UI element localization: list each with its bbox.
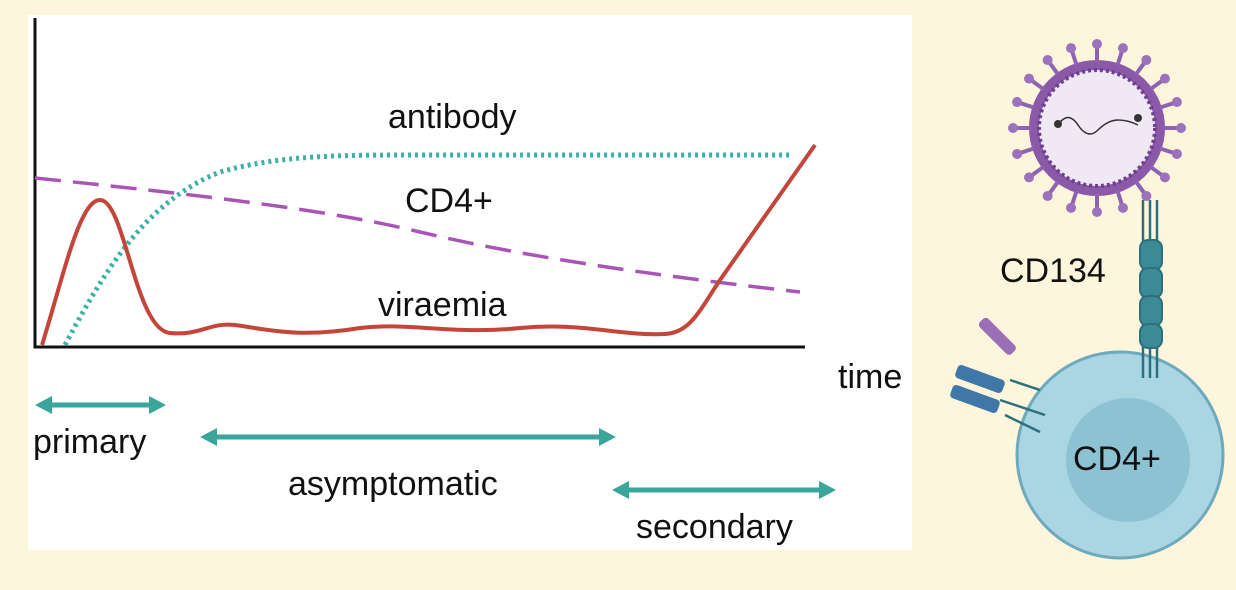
antibody-label: antibody — [388, 98, 517, 136]
virus-enzyme — [1054, 120, 1062, 128]
antibody-curve — [62, 152, 790, 347]
cell-label: CD4+ — [1073, 440, 1161, 478]
virus-spike-head — [1171, 97, 1182, 108]
virus-spike-head — [1171, 148, 1182, 159]
virus-spike-head — [1042, 190, 1053, 201]
virus-spike-head — [1117, 202, 1128, 213]
x-axis-label: time — [838, 358, 902, 396]
virus-spike-head — [1012, 148, 1023, 159]
virus-spike-head — [1092, 39, 1102, 49]
axes — [33, 18, 805, 349]
virus-spike-head — [1008, 123, 1018, 133]
cd134-receptor — [1139, 239, 1163, 349]
virus-enzyme — [1134, 114, 1142, 122]
virus-spike-head — [1141, 190, 1152, 201]
phase-label: primary — [33, 423, 146, 461]
virus-spike-head — [1042, 55, 1053, 66]
phase-label: asymptomatic — [288, 465, 498, 503]
plot-panel — [28, 15, 912, 550]
virus-spike-head — [1024, 73, 1035, 84]
virus-spike-head — [1024, 172, 1035, 183]
receptor-label: CD134 — [1000, 252, 1106, 290]
virus-spike-head — [1092, 207, 1102, 217]
side-receptors — [950, 317, 1016, 414]
viraemia-label: viraemia — [378, 286, 507, 324]
virus-spike-head — [1176, 123, 1186, 133]
virus — [1008, 39, 1186, 217]
viraemia-curve — [40, 143, 817, 346]
virus-capsid — [1037, 68, 1157, 188]
virus-spike-head — [1066, 202, 1077, 213]
virus-spike-head — [1141, 55, 1152, 66]
cd4-label: CD4+ — [405, 182, 493, 220]
virus-spike-head — [1159, 172, 1170, 183]
virus-spike-head — [1159, 73, 1170, 84]
virus-rna — [1057, 116, 1139, 135]
phase-label: secondary — [636, 508, 793, 546]
virus-spike-head — [1117, 43, 1128, 54]
phase-arrows — [35, 396, 836, 499]
nucleus — [1066, 398, 1190, 522]
cd4-curve — [34, 176, 801, 294]
virus-spike-head — [1012, 97, 1023, 108]
virus-spike-head — [1066, 43, 1077, 54]
